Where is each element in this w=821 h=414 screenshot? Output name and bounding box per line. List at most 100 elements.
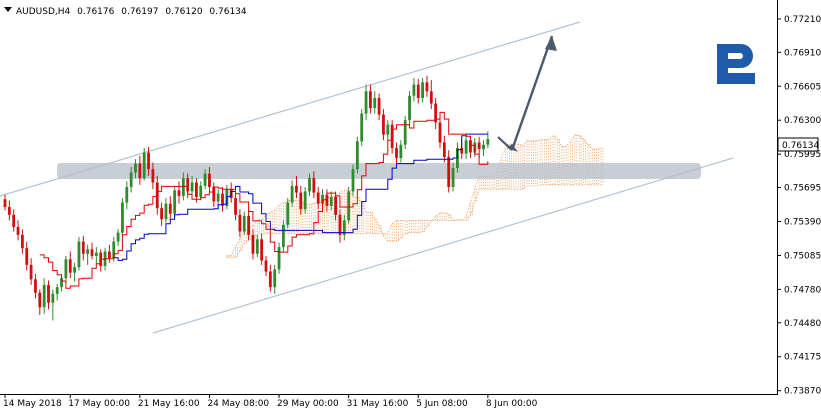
candle-body: [125, 186, 129, 203]
candle-body: [308, 178, 311, 192]
candle-body: [312, 178, 316, 193]
time-tick-label: 5 Jun 08:00: [416, 399, 468, 409]
candle-body: [351, 169, 355, 192]
candle-body: [151, 169, 155, 183]
candle-body: [412, 84, 416, 96]
candle-body: [325, 194, 329, 206]
candle-body: [482, 144, 485, 150]
candle-body: [7, 207, 11, 215]
candle-body: [447, 156, 451, 187]
price-tick-label: 0.74780: [784, 285, 821, 295]
candle-body: [147, 152, 150, 170]
price-tick-label: 0.76605: [784, 82, 821, 92]
header-info: AUDUSD,H4 0.76176 0.76197 0.76120 0.7613…: [16, 7, 247, 17]
candle-body: [199, 185, 203, 197]
header-high: 0.76197: [121, 7, 158, 17]
header-close: 0.76134: [209, 7, 246, 17]
price-tick-label: 0.76910: [784, 48, 821, 58]
candle-body: [55, 287, 59, 294]
price-axis: 0.77210 0.76910 0.76605 0.76300 0.75995 0.756…: [777, 15, 821, 397]
channel-lower-line: [152, 157, 734, 334]
candle-body: [177, 190, 181, 196]
forecast-arrow-head: [545, 36, 557, 51]
current-price-label: 0.76134: [782, 141, 819, 151]
price-tick-label: 0.75995: [784, 150, 821, 160]
candle-body: [251, 234, 255, 254]
candle-body: [247, 215, 250, 235]
candle-body: [116, 232, 120, 242]
candle-body: [373, 97, 377, 108]
broker-logo-icon: [717, 44, 755, 84]
candle-body: [290, 185, 294, 203]
candle-body: [160, 208, 163, 220]
candle-body: [421, 82, 424, 98]
price-tick-label: 0.77210: [784, 15, 821, 25]
candle-body: [295, 185, 298, 193]
candle-body: [164, 203, 168, 220]
candle-body: [212, 186, 216, 202]
time-tick-label: 14 May 2018: [3, 399, 62, 409]
candle-body: [121, 202, 124, 233]
candle-body: [51, 293, 55, 303]
candle-body: [25, 248, 29, 265]
candle-body: [264, 260, 268, 272]
support-zone: [57, 163, 701, 179]
candle-body: [16, 227, 20, 235]
candle-body: [360, 113, 364, 142]
current-price-marker: 0.76134: [777, 137, 819, 152]
candle-body: [429, 91, 433, 104]
candle-body: [434, 103, 438, 123]
candle-body: [138, 163, 142, 179]
candle-body: [408, 95, 411, 121]
candle-body: [347, 191, 351, 221]
candle-body: [277, 247, 281, 270]
time-tick-label: 31 May 16:00: [347, 399, 409, 409]
candle-body: [186, 178, 190, 192]
candle-body: [129, 172, 133, 187]
price-tick-label: 0.75390: [784, 217, 821, 227]
candle-body: [282, 224, 285, 248]
senkou-span-b: [226, 184, 601, 259]
candle-body: [377, 97, 381, 115]
candle-body: [173, 190, 177, 214]
candle-body: [134, 163, 137, 173]
candle-body: [234, 198, 237, 215]
candle-body: [77, 241, 81, 268]
triangle-down-icon[interactable]: [4, 7, 12, 12]
candle-body: [403, 120, 407, 145]
candle-body: [386, 124, 390, 135]
candle-body: [216, 193, 220, 202]
candle-body: [273, 269, 277, 288]
candle-body: [321, 194, 324, 204]
senkou-span-a: [226, 134, 602, 257]
candle-body: [73, 267, 76, 273]
candle-body: [464, 140, 468, 154]
candle-body: [460, 148, 464, 154]
candle-body: [203, 173, 207, 186]
price-tick-label: 0.75695: [784, 184, 821, 194]
candle-body: [451, 168, 455, 187]
price-tick-label: 0.74480: [784, 319, 821, 329]
candle-body: [355, 141, 359, 170]
candle-body: [81, 241, 85, 254]
price-tick-label: 0.76300: [784, 116, 821, 126]
candle-body: [68, 259, 72, 273]
price-tick-label: 0.73870: [784, 387, 821, 397]
candle-body: [208, 173, 211, 187]
candle-body: [21, 234, 24, 249]
candle-body: [112, 241, 116, 259]
candle-body: [242, 215, 246, 232]
candle-body: [42, 284, 46, 308]
tenkan-sen-line: [39, 111, 489, 289]
candle-body: [469, 140, 472, 153]
candle-body: [86, 249, 90, 254]
candle-body: [90, 249, 94, 256]
drawings: [0, 21, 734, 334]
candle-body: [255, 239, 259, 254]
forecast-arrow-stub-head: [507, 144, 518, 152]
price-tick-label: 0.75085: [784, 251, 821, 261]
time-tick-label: 17 May 00:00: [68, 399, 130, 409]
candle-body: [329, 197, 333, 206]
candle-body: [342, 220, 346, 235]
